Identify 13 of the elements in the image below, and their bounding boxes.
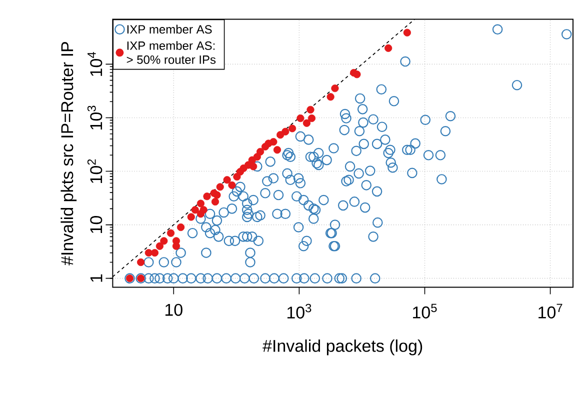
x-tick-label: 10$^{3}$ xyxy=(287,304,312,319)
x-tick-label: 10 xyxy=(165,304,182,316)
y-tick-label: 10 xyxy=(90,216,102,233)
y-tick-label: 10$^{2}$ xyxy=(87,159,102,183)
y-tick-label: 1 xyxy=(90,274,102,282)
legend-label: IXP member AS xyxy=(127,24,212,34)
y-tick-label: 10$^{4}$ xyxy=(88,52,102,76)
legend-label: IXP member AS: > 50% router IPs xyxy=(126,41,216,64)
y-tick-label: 10$^{3}$ xyxy=(87,106,102,130)
x-axis-title: #Invalid packets (log) xyxy=(262,339,422,356)
y-axis-title: #Invalid pkts src IP=Router IP xyxy=(60,42,77,266)
x-tick-label: 10$^{5}$ xyxy=(413,304,437,318)
x-tick-label: 10$^{7}$ xyxy=(538,304,562,318)
